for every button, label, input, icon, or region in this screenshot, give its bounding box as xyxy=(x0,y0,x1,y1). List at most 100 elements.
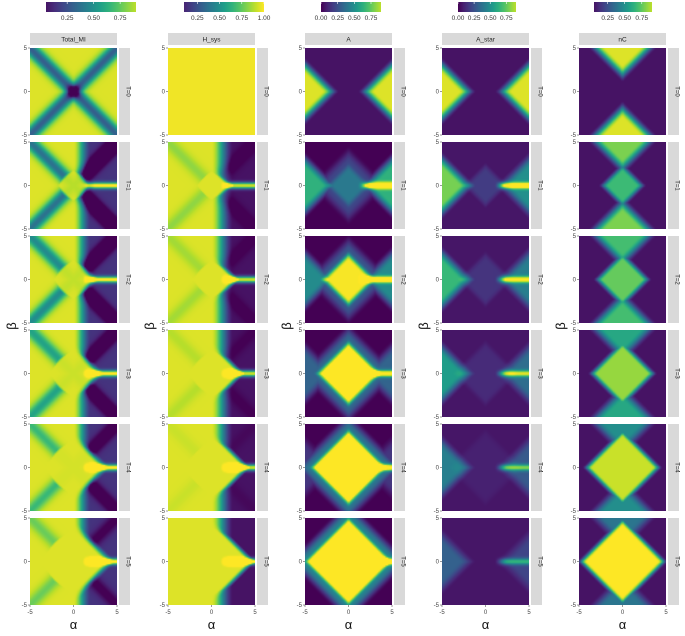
y-tick-label: 0 xyxy=(24,372,28,378)
x-tick-label: -5 xyxy=(439,610,445,616)
y-tick-label: 5 xyxy=(436,140,440,146)
facet-strip-label: T=0 xyxy=(537,86,543,97)
y-tick-label: 5 xyxy=(436,422,440,428)
facet-strip-right xyxy=(119,330,130,417)
facet-column-nc: 0.25 0.50 0.75 nC T=0 -5 0 5 T=1 -5 0 5 T=2 -5 0 5 T=3 -5… xyxy=(553,2,680,632)
y-tick-label: -5 xyxy=(434,509,440,515)
y-tick-label: -5 xyxy=(571,603,577,609)
facet-strip-right xyxy=(531,142,542,229)
facet-strip-right xyxy=(257,142,268,229)
x-tick-label: -5 xyxy=(165,610,171,616)
x-tick-label: 0 xyxy=(210,610,214,616)
y-tick-label: 5 xyxy=(162,328,166,334)
y-tick-label: 5 xyxy=(24,46,28,52)
facet-strip-label: T=5 xyxy=(537,556,543,567)
facet-strip-label: T=3 xyxy=(537,368,543,379)
facet-strip-label: Total_MI xyxy=(61,37,86,44)
y-tick-label: -5 xyxy=(297,133,303,139)
x-axis-title: α xyxy=(345,617,353,632)
y-axis-title: β xyxy=(416,322,431,329)
y-tick-label: 0 xyxy=(162,466,166,472)
facet-strip-right xyxy=(668,518,679,605)
heatmap-4-5 xyxy=(579,518,666,605)
colorbar-tick-label: 0.75 xyxy=(114,15,127,22)
y-tick-label: -5 xyxy=(22,227,28,233)
facet-strip-right xyxy=(394,142,405,229)
y-tick-label: -5 xyxy=(434,321,440,327)
y-tick-label: -5 xyxy=(22,321,28,327)
y-tick-label: 0 xyxy=(436,90,440,96)
y-tick-label: 5 xyxy=(436,46,440,52)
y-axis-title: β xyxy=(4,322,19,329)
x-tick-label: 0 xyxy=(347,610,351,616)
x-tick-label: 5 xyxy=(253,610,257,616)
facet-strip-label: T=4 xyxy=(125,462,131,473)
y-tick-label: 0 xyxy=(162,184,166,190)
facet-strip-label: A xyxy=(346,37,351,44)
colorbar-tick-label: 0.25 xyxy=(468,15,481,22)
y-tick-label: 0 xyxy=(24,466,28,472)
facet-strip-label: T=5 xyxy=(674,556,680,567)
facet-strip-right xyxy=(119,48,130,135)
facet-strip-top xyxy=(442,33,529,45)
y-axis-title: β xyxy=(279,322,294,329)
facet-strip-label: T=2 xyxy=(263,274,269,285)
facet-strip-right xyxy=(119,518,130,605)
facet-strip-top xyxy=(579,33,666,45)
heatmap-1-5 xyxy=(168,518,255,605)
y-tick-label: -5 xyxy=(434,603,440,609)
y-tick-label: -5 xyxy=(434,415,440,421)
facet-strip-label: T=5 xyxy=(263,556,269,567)
heatmap-2-2 xyxy=(305,236,392,323)
heatmap-2-0 xyxy=(305,48,392,135)
heatmap-1-2 xyxy=(168,236,255,323)
y-tick-label: 5 xyxy=(299,516,303,522)
facet-strip-right xyxy=(257,236,268,323)
facet-strip-right xyxy=(394,424,405,511)
colorbar-4 xyxy=(594,2,652,12)
facet-strip-right xyxy=(257,330,268,417)
y-tick-label: 5 xyxy=(573,234,577,240)
y-tick-label: 0 xyxy=(162,560,166,566)
facet-strip-right xyxy=(668,236,679,323)
y-tick-label: 5 xyxy=(24,422,28,428)
y-tick-label: 5 xyxy=(573,328,577,334)
y-tick-label: 5 xyxy=(162,422,166,428)
y-tick-label: 0 xyxy=(24,184,28,190)
y-tick-label: 5 xyxy=(299,140,303,146)
colorbar-tick-label: 0.00 xyxy=(315,15,328,22)
facet-strip-right xyxy=(394,330,405,417)
y-tick-label: -5 xyxy=(297,227,303,233)
heatmap-0-3 xyxy=(30,330,117,417)
y-tick-label: -5 xyxy=(297,603,303,609)
facet-strip-right xyxy=(531,48,542,135)
colorbar-tick-label: 0.75 xyxy=(500,15,513,22)
y-tick-label: 0 xyxy=(162,278,166,284)
y-tick-label: 0 xyxy=(436,560,440,566)
heatmap-4-3 xyxy=(579,330,666,417)
colorbar-3 xyxy=(458,2,516,12)
y-tick-label: 5 xyxy=(299,422,303,428)
y-tick-label: -5 xyxy=(160,509,166,515)
facet-strip-right xyxy=(394,236,405,323)
facet-strip-right xyxy=(531,424,542,511)
colorbar-tick-label: 0.25 xyxy=(61,15,74,22)
colorbar-tick-label: 0.50 xyxy=(618,15,631,22)
heatmap-3-3 xyxy=(442,330,529,417)
y-tick-label: 5 xyxy=(573,46,577,52)
heatmap-1-3 xyxy=(168,330,255,417)
facet-strip-top xyxy=(30,33,117,45)
y-tick-label: 0 xyxy=(436,466,440,472)
y-tick-label: 5 xyxy=(24,516,28,522)
y-tick-label: -5 xyxy=(22,415,28,421)
y-tick-label: -5 xyxy=(571,133,577,139)
y-tick-label: 0 xyxy=(24,278,28,284)
y-tick-label: 0 xyxy=(573,184,577,190)
facet-strip-label: T=5 xyxy=(400,556,406,567)
y-tick-label: 0 xyxy=(299,466,303,472)
y-tick-label: 0 xyxy=(573,372,577,378)
facet-strip-label: T=2 xyxy=(400,274,406,285)
y-tick-label: 0 xyxy=(436,184,440,190)
heatmap-3-1 xyxy=(442,142,529,229)
facet-strip-right xyxy=(257,424,268,511)
